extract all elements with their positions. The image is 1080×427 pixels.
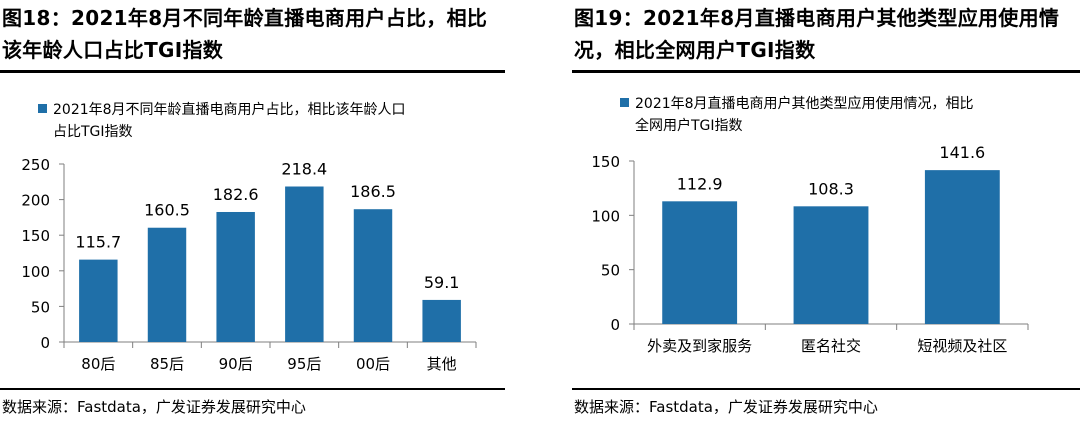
left-bar-5 [353, 209, 393, 342]
right-bar-3 [924, 170, 1000, 324]
left-category-label-6: 其他 [427, 355, 457, 373]
left-figure-title: 图18：2021年8月不同年龄直播电商用户占比，相比 该年龄人口占比TGI指数 [2, 2, 507, 66]
left-figure-panel: 图18：2021年8月不同年龄直播电商用户占比，相比 该年龄人口占比TGI指数 … [0, 0, 510, 427]
right-value-label-3: 141.6 [939, 143, 985, 162]
left-ytick-label: 50 [31, 298, 50, 316]
left-source-note: 数据来源：Fastdata，广发证券发展研究中心 [2, 398, 306, 416]
left-value-label-5: 186.5 [350, 182, 396, 201]
right-legend-text-1: 2021年8月直播电商用户其他类型应用使用情况，相比 [635, 95, 974, 112]
left-value-label-6: 59.1 [424, 273, 460, 292]
left-bar-1 [79, 259, 118, 342]
left-bar-6 [422, 299, 461, 342]
left-top-rule [0, 70, 505, 73]
right-title-line-1: 图19：2021年8月直播电商用户其他类型应用使用情 [574, 6, 1060, 30]
left-category-label-1: 80后 [81, 355, 115, 373]
left-bar-2 [147, 227, 187, 342]
right-bar-1 [662, 201, 738, 324]
left-bar-4 [285, 186, 324, 342]
right-ytick-label: 100 [591, 207, 620, 225]
right-figure-panel: 图19：2021年8月直播电商用户其他类型应用使用情 况，相比全网用户TGI指数… [572, 0, 1080, 427]
right-source-note: 数据来源：Fastdata，广发证券发展研究中心 [574, 398, 878, 416]
right-top-rule [572, 70, 1080, 73]
right-ytick-label: 0 [610, 316, 620, 334]
right-ytick-label: 50 [601, 262, 620, 280]
left-value-label-1: 115.7 [75, 233, 121, 252]
left-title-line-1: 图18：2021年8月不同年龄直播电商用户占比，相比 [2, 6, 488, 30]
left-ytick-label: 100 [21, 263, 50, 281]
right-legend-text-2: 全网用户TGI指数 [635, 117, 743, 134]
right-legend-swatch [620, 98, 629, 107]
right-value-label-2: 108.3 [808, 179, 854, 198]
left-value-label-2: 160.5 [144, 201, 190, 220]
right-category-label-1: 外卖及到家服务 [647, 337, 752, 355]
right-bar-2 [793, 206, 869, 324]
left-legend-text-2: 占比TGI指数 [53, 124, 133, 140]
left-category-label-5: 00后 [356, 355, 390, 373]
left-value-label-4: 218.4 [281, 159, 327, 178]
left-category-label-3: 90后 [219, 355, 253, 373]
left-bottom-rule [0, 388, 505, 390]
right-figure-title: 图19：2021年8月直播电商用户其他类型应用使用情 况，相比全网用户TGI指数 [574, 2, 1079, 66]
right-bottom-rule [572, 388, 1080, 390]
right-category-label-2: 匿名社交 [801, 337, 861, 355]
left-ytick-label: 0 [40, 334, 50, 352]
left-title-line-2: 该年龄人口占比TGI指数 [2, 38, 224, 62]
right-ytick-label: 150 [591, 153, 620, 171]
left-category-label-2: 85后 [150, 355, 184, 373]
left-legend-swatch [38, 104, 47, 113]
left-legend-text-1: 2021年8月不同年龄直播电商用户占比，相比该年龄人口 [53, 101, 406, 118]
left-bar-3 [216, 211, 255, 342]
right-value-label-1: 112.9 [677, 174, 723, 193]
left-category-label-4: 95后 [287, 355, 321, 373]
right-bar-chart: 2021年8月直播电商用户其他类型应用使用情况，相比全网用户TGI指数 0 50 10… [591, 95, 1029, 355]
left-value-label-3: 182.6 [213, 185, 259, 204]
right-title-line-2: 况，相比全网用户TGI指数 [574, 38, 816, 62]
right-category-label-3: 短视频及社区 [917, 337, 1007, 355]
left-ytick-label: 250 [21, 156, 50, 174]
left-ytick-label: 200 [21, 192, 50, 210]
left-ytick-label: 150 [21, 227, 50, 245]
